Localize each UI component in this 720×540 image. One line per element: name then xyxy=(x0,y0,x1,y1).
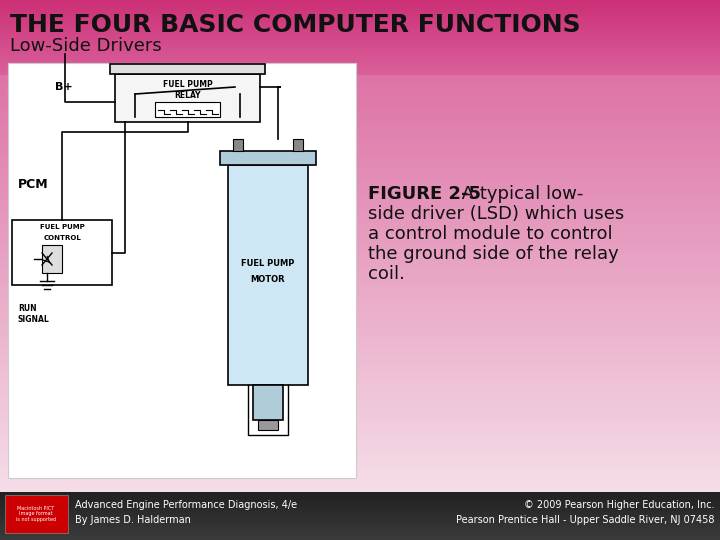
Text: A typical low-: A typical low- xyxy=(456,185,583,203)
Text: the ground side of the relay: the ground side of the relay xyxy=(368,245,618,263)
Text: © 2009 Pearson Higher Education, Inc.: © 2009 Pearson Higher Education, Inc. xyxy=(524,500,715,510)
Text: Pearson Prentice Hall - Upper Saddle River, NJ 07458: Pearson Prentice Hall - Upper Saddle Riv… xyxy=(456,515,715,525)
Text: FUEL PUMP: FUEL PUMP xyxy=(163,80,212,89)
Text: MOTOR: MOTOR xyxy=(251,274,285,284)
Bar xyxy=(220,151,316,165)
Bar xyxy=(228,165,308,385)
Bar xyxy=(42,245,62,273)
Text: B+: B+ xyxy=(55,82,73,92)
Text: Advanced Engine Performance Diagnosis, 4/e: Advanced Engine Performance Diagnosis, 4… xyxy=(75,500,297,510)
Text: FUEL PUMP: FUEL PUMP xyxy=(241,259,294,267)
Bar xyxy=(258,420,278,430)
Text: SIGNAL: SIGNAL xyxy=(18,315,50,324)
Text: By James D. Halderman: By James D. Halderman xyxy=(75,515,191,525)
Bar xyxy=(293,139,303,151)
Bar xyxy=(5,495,68,533)
Text: CONTROL: CONTROL xyxy=(43,235,81,241)
Text: THE FOUR BASIC COMPUTER FUNCTIONS: THE FOUR BASIC COMPUTER FUNCTIONS xyxy=(10,13,580,37)
Bar xyxy=(110,64,265,74)
Bar xyxy=(155,102,220,117)
Bar xyxy=(253,385,283,420)
Bar xyxy=(8,63,356,478)
Text: Low-Side Drivers: Low-Side Drivers xyxy=(10,37,162,55)
Bar xyxy=(233,139,243,151)
Text: a control module to control: a control module to control xyxy=(368,225,613,243)
Text: RUN: RUN xyxy=(18,304,37,313)
Text: FIGURE 2-5: FIGURE 2-5 xyxy=(368,185,481,203)
Text: FUEL PUMP: FUEL PUMP xyxy=(40,224,84,230)
Text: coil.: coil. xyxy=(368,265,405,283)
Text: PCM: PCM xyxy=(18,179,49,192)
Text: side driver (LSD) which uses: side driver (LSD) which uses xyxy=(368,205,624,223)
Bar xyxy=(12,220,112,285)
Text: Macintosh PICT
Image format
is not supported: Macintosh PICT Image format is not suppo… xyxy=(16,505,56,522)
Text: RELAY: RELAY xyxy=(174,91,201,100)
Bar xyxy=(115,74,260,122)
